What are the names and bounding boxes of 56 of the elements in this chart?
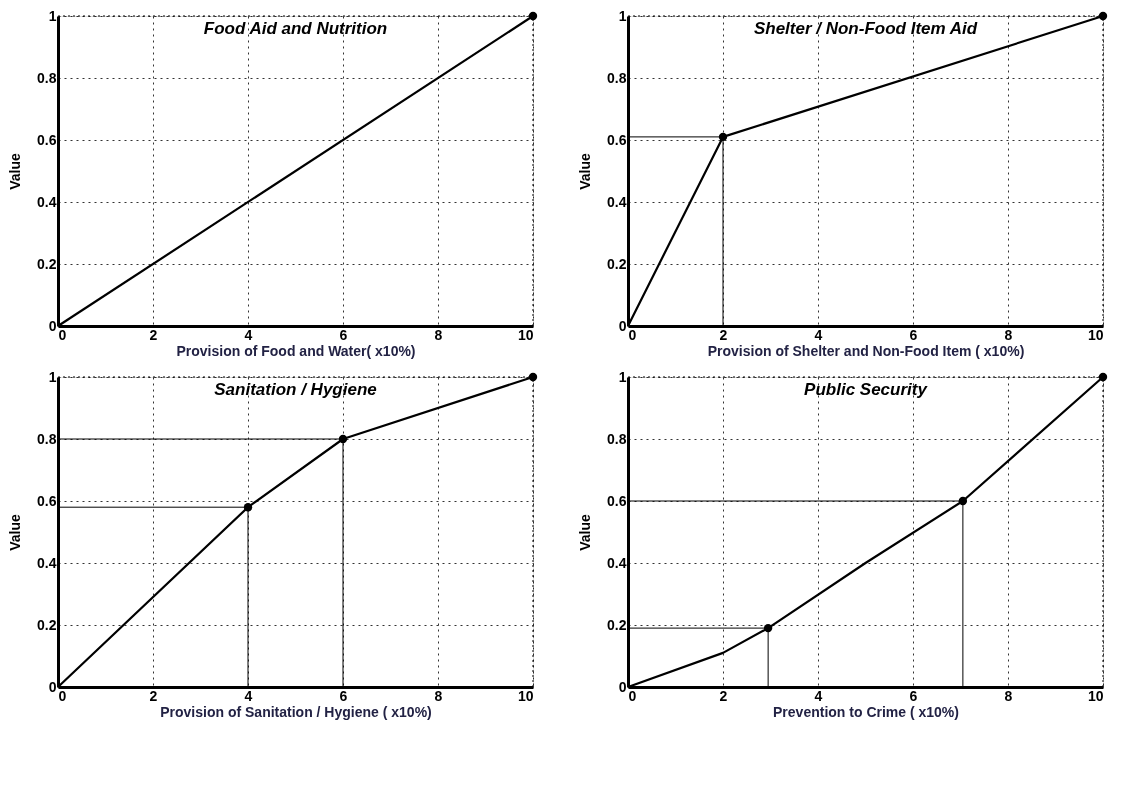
point: [763, 623, 773, 633]
y-tick-label: 0.2: [607, 616, 627, 633]
x-tick-label: 4: [244, 687, 253, 704]
y-tick-label: 0.2: [607, 255, 627, 272]
y-tick-label: 1: [618, 7, 627, 24]
chart-title: Sanitation / Hygiene: [214, 380, 377, 399]
y-tick-label: 1: [48, 7, 57, 24]
y-tick-label: 0.8: [37, 430, 57, 447]
x-tick-label: 8: [1004, 326, 1013, 343]
x-tick-label: 10: [1087, 326, 1104, 343]
y-axis-title: Value: [577, 514, 594, 551]
x-tick-label: 4: [814, 687, 823, 704]
x-tick-label: 2: [719, 687, 728, 704]
x-tick-label: 6: [909, 326, 918, 343]
y-axis-title: Value: [7, 153, 24, 190]
y-axis-title: Value: [577, 153, 594, 190]
y-tick-label: 0.6: [607, 131, 627, 148]
chart-title: Shelter / Non-Food Item Aid: [753, 19, 978, 38]
y-tick-label: 0.8: [37, 69, 57, 86]
y-tick-label: 0.2: [37, 616, 57, 633]
y-tick-label: 0.8: [607, 430, 627, 447]
point: [243, 503, 253, 512]
y-tick-label: 0.4: [37, 193, 57, 210]
y-tick-label: 0.2: [37, 255, 57, 272]
x-tick-label: 10: [1087, 687, 1104, 704]
y-axis-title: Value: [7, 514, 24, 551]
x-tick-label: 10: [517, 687, 534, 704]
point: [338, 434, 348, 444]
x-tick-label: 8: [1004, 687, 1013, 704]
y-tick-label: 0.4: [37, 554, 57, 571]
y-tick-label: 0.6: [37, 492, 57, 509]
chart-title: Food Aid and Nutrition: [203, 19, 388, 38]
x-tick-label: 8: [434, 326, 443, 343]
y-tick-label: 0.4: [607, 193, 627, 210]
x-tick-label: 4: [814, 326, 823, 343]
x-tick-label: 2: [719, 326, 728, 343]
y-tick-label: 0.6: [37, 131, 57, 148]
x-tick-label: 6: [339, 687, 348, 704]
x-axis-title: Provision of Food and Water( x10%): [176, 342, 416, 359]
point: [958, 496, 968, 506]
chart-title: Public Security: [804, 380, 929, 399]
x-tick-label: 10: [517, 326, 534, 343]
y-tick-label: 0.4: [607, 554, 627, 571]
y-tick-label: 1: [48, 368, 57, 385]
x-tick-label: 4: [244, 326, 253, 343]
y-tick-label: 0.6: [607, 492, 627, 509]
x-tick-label: 2: [149, 326, 158, 343]
x-tick-label: 2: [149, 687, 158, 704]
x-axis-title: Provision of Sanitation / Hygiene ( x10%): [160, 703, 432, 720]
x-tick-label: 6: [909, 687, 918, 704]
x-axis-title: Prevention to Crime ( x10%): [773, 703, 959, 720]
x-tick-label: 6: [339, 326, 348, 343]
y-tick-label: 1: [618, 368, 627, 385]
x-axis-title: Provision of Shelter and Non-Food Item ( x10%): [707, 342, 1025, 359]
y-tick-label: 0.8: [607, 69, 627, 86]
x-tick-label: 8: [434, 687, 443, 704]
